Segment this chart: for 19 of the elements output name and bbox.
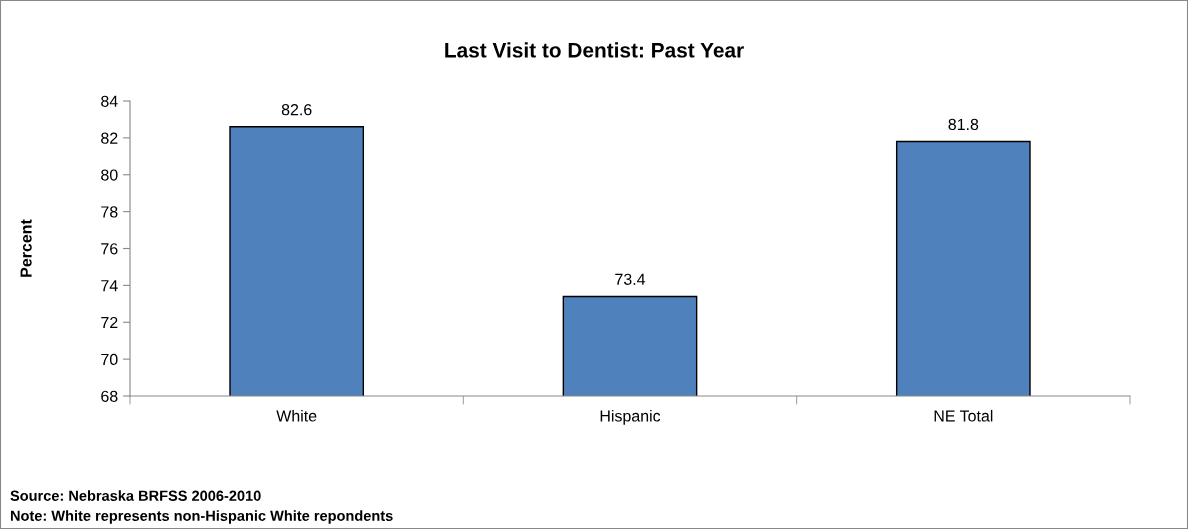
data-label: 82.6 [281,104,312,116]
data-label: 81.8 [948,118,979,131]
y-tick-label: 68 [101,390,118,402]
text: Note: White represents non-Hispanic White repondents [10,510,393,524]
data-label: 73.4 [615,273,646,285]
y-tick-label: 84 [101,95,118,107]
y-tick-label: 74 [101,280,118,292]
y-tick-label: 70 [101,353,118,366]
x-tick-label: NE Total [934,409,993,422]
x-tick-label: White [276,409,317,422]
y-tick-label: 82 [101,132,118,144]
x-tick-label: Hispanic [600,409,661,425]
chart-title: Last Visit to Dentist: Past Year [445,42,744,58]
source-note: Source: Nebraska BRFSS 2006-2010 [10,490,261,501]
y-tick-label: 80 [101,169,118,181]
y-tick-label: 76 [101,243,118,255]
y-tick-label: 78 [101,206,118,218]
y-axis-title: Percent [20,219,32,277]
y-tick-label: 72 [101,316,118,329]
